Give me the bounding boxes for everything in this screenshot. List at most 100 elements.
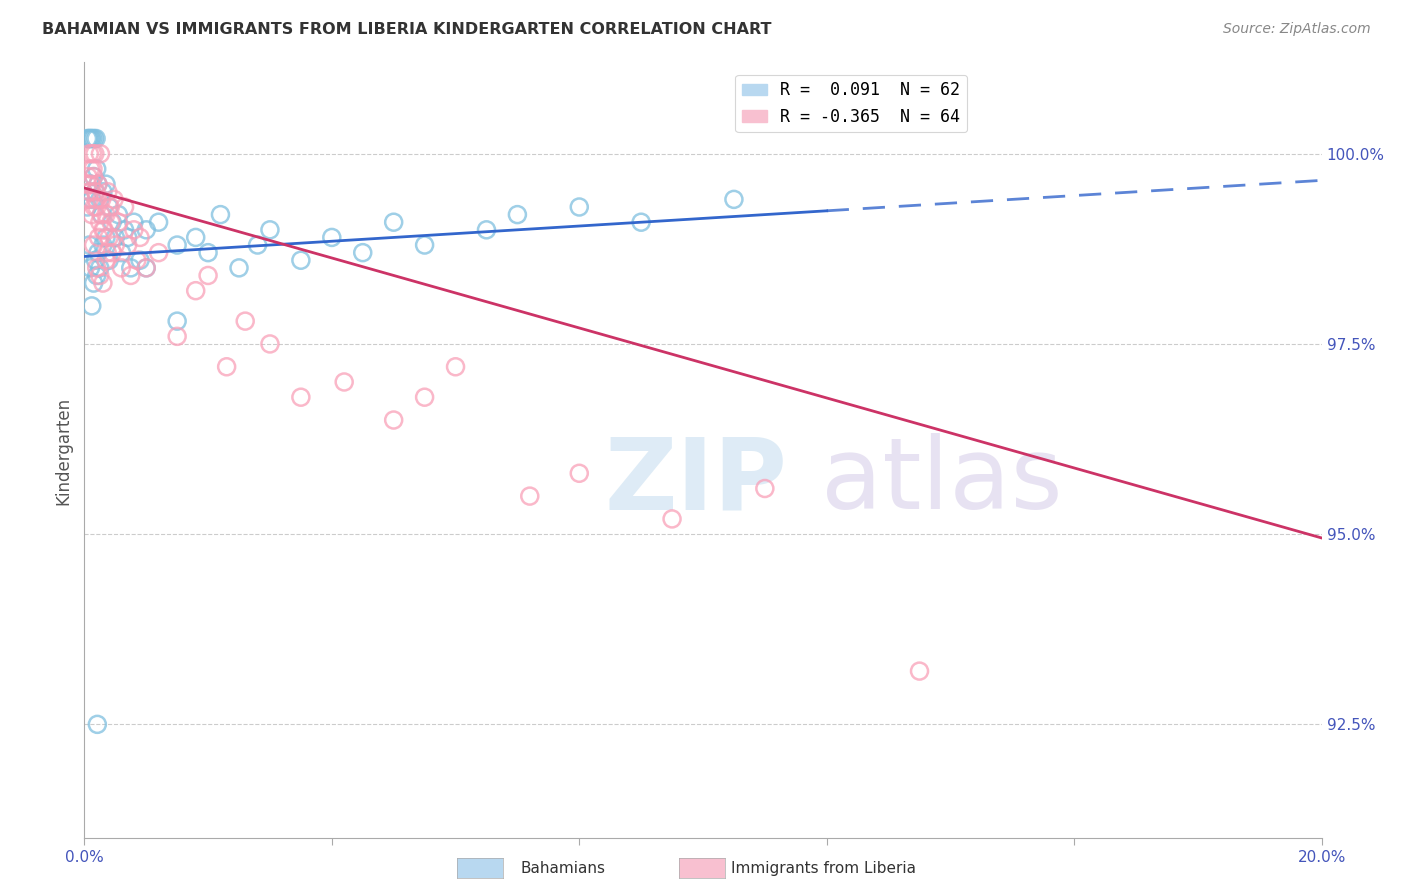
Point <box>233 314 256 328</box>
Point <box>89 268 111 283</box>
Point <box>80 193 103 207</box>
Point <box>129 230 152 244</box>
Point <box>197 268 219 283</box>
Point <box>184 230 207 244</box>
Point <box>290 253 312 268</box>
Point <box>79 177 101 191</box>
Point <box>166 314 188 328</box>
Point <box>98 253 121 268</box>
Point <box>382 215 405 229</box>
Point <box>117 230 139 244</box>
Point <box>94 208 117 222</box>
Point <box>86 260 108 275</box>
Point <box>246 238 269 252</box>
Point <box>101 245 124 260</box>
Point <box>83 169 105 184</box>
Point <box>83 276 105 290</box>
Point <box>166 238 188 252</box>
Point <box>661 512 683 526</box>
Point <box>107 208 129 222</box>
Point <box>91 185 114 199</box>
Point <box>87 245 110 260</box>
Text: Source: ZipAtlas.com: Source: ZipAtlas.com <box>1223 22 1371 37</box>
Point <box>86 161 108 176</box>
Point <box>100 215 122 229</box>
Point <box>122 215 145 229</box>
Point <box>90 193 112 207</box>
Point <box>110 260 132 275</box>
Point <box>568 467 591 481</box>
Point <box>84 193 107 207</box>
Point <box>475 223 498 237</box>
Point <box>228 260 250 275</box>
Point <box>114 223 136 237</box>
Point <box>86 717 108 731</box>
Point <box>87 177 110 191</box>
Point <box>98 230 121 244</box>
Point <box>135 260 157 275</box>
Point <box>129 253 152 268</box>
Point <box>197 245 219 260</box>
Point <box>94 177 117 191</box>
Point <box>519 489 541 503</box>
Text: BAHAMIAN VS IMMIGRANTS FROM LIBERIA KINDERGARTEN CORRELATION CHART: BAHAMIAN VS IMMIGRANTS FROM LIBERIA KIND… <box>42 22 772 37</box>
Point <box>125 253 148 268</box>
Point <box>104 238 127 252</box>
Point <box>184 284 207 298</box>
Point <box>120 260 142 275</box>
Point <box>79 193 101 207</box>
Point <box>103 193 125 207</box>
Point <box>94 253 117 268</box>
Point <box>89 215 111 229</box>
Point <box>79 131 101 145</box>
Point <box>209 208 232 222</box>
Point <box>80 208 103 222</box>
Point <box>89 146 111 161</box>
Point <box>83 238 105 252</box>
Point <box>89 193 111 207</box>
Point <box>908 664 931 678</box>
Point <box>94 230 117 244</box>
Point <box>333 375 356 389</box>
Point <box>79 161 101 176</box>
Point <box>87 177 110 191</box>
Point <box>93 223 115 237</box>
Point <box>630 215 652 229</box>
Text: Bahamians: Bahamians <box>520 861 605 876</box>
Point <box>135 260 157 275</box>
Point <box>148 215 170 229</box>
Point <box>77 169 100 184</box>
Point <box>86 200 108 214</box>
Point <box>382 413 405 427</box>
Point <box>135 223 157 237</box>
Point <box>89 260 111 275</box>
Point <box>215 359 238 374</box>
Point <box>148 245 170 260</box>
Point <box>76 177 98 191</box>
Point <box>101 215 124 229</box>
Point <box>98 200 121 214</box>
Point <box>82 161 104 176</box>
Point <box>79 238 101 252</box>
Point <box>568 200 591 214</box>
Point <box>83 146 105 161</box>
Point <box>80 131 103 145</box>
Point <box>79 146 101 161</box>
Point <box>96 245 118 260</box>
Point <box>723 193 745 207</box>
Point <box>87 230 110 244</box>
Point <box>91 223 114 237</box>
Point <box>86 268 108 283</box>
Point <box>84 131 107 145</box>
Point <box>117 238 139 252</box>
Point <box>110 245 132 260</box>
Point <box>82 131 104 145</box>
Point <box>84 253 107 268</box>
Point <box>84 185 107 199</box>
Text: Immigrants from Liberia: Immigrants from Liberia <box>731 861 917 876</box>
Legend: R =  0.091  N = 62, R = -0.365  N = 64: R = 0.091 N = 62, R = -0.365 N = 64 <box>735 75 967 132</box>
Point <box>413 238 436 252</box>
Point <box>77 131 100 145</box>
Point <box>413 390 436 404</box>
Point <box>83 200 105 214</box>
